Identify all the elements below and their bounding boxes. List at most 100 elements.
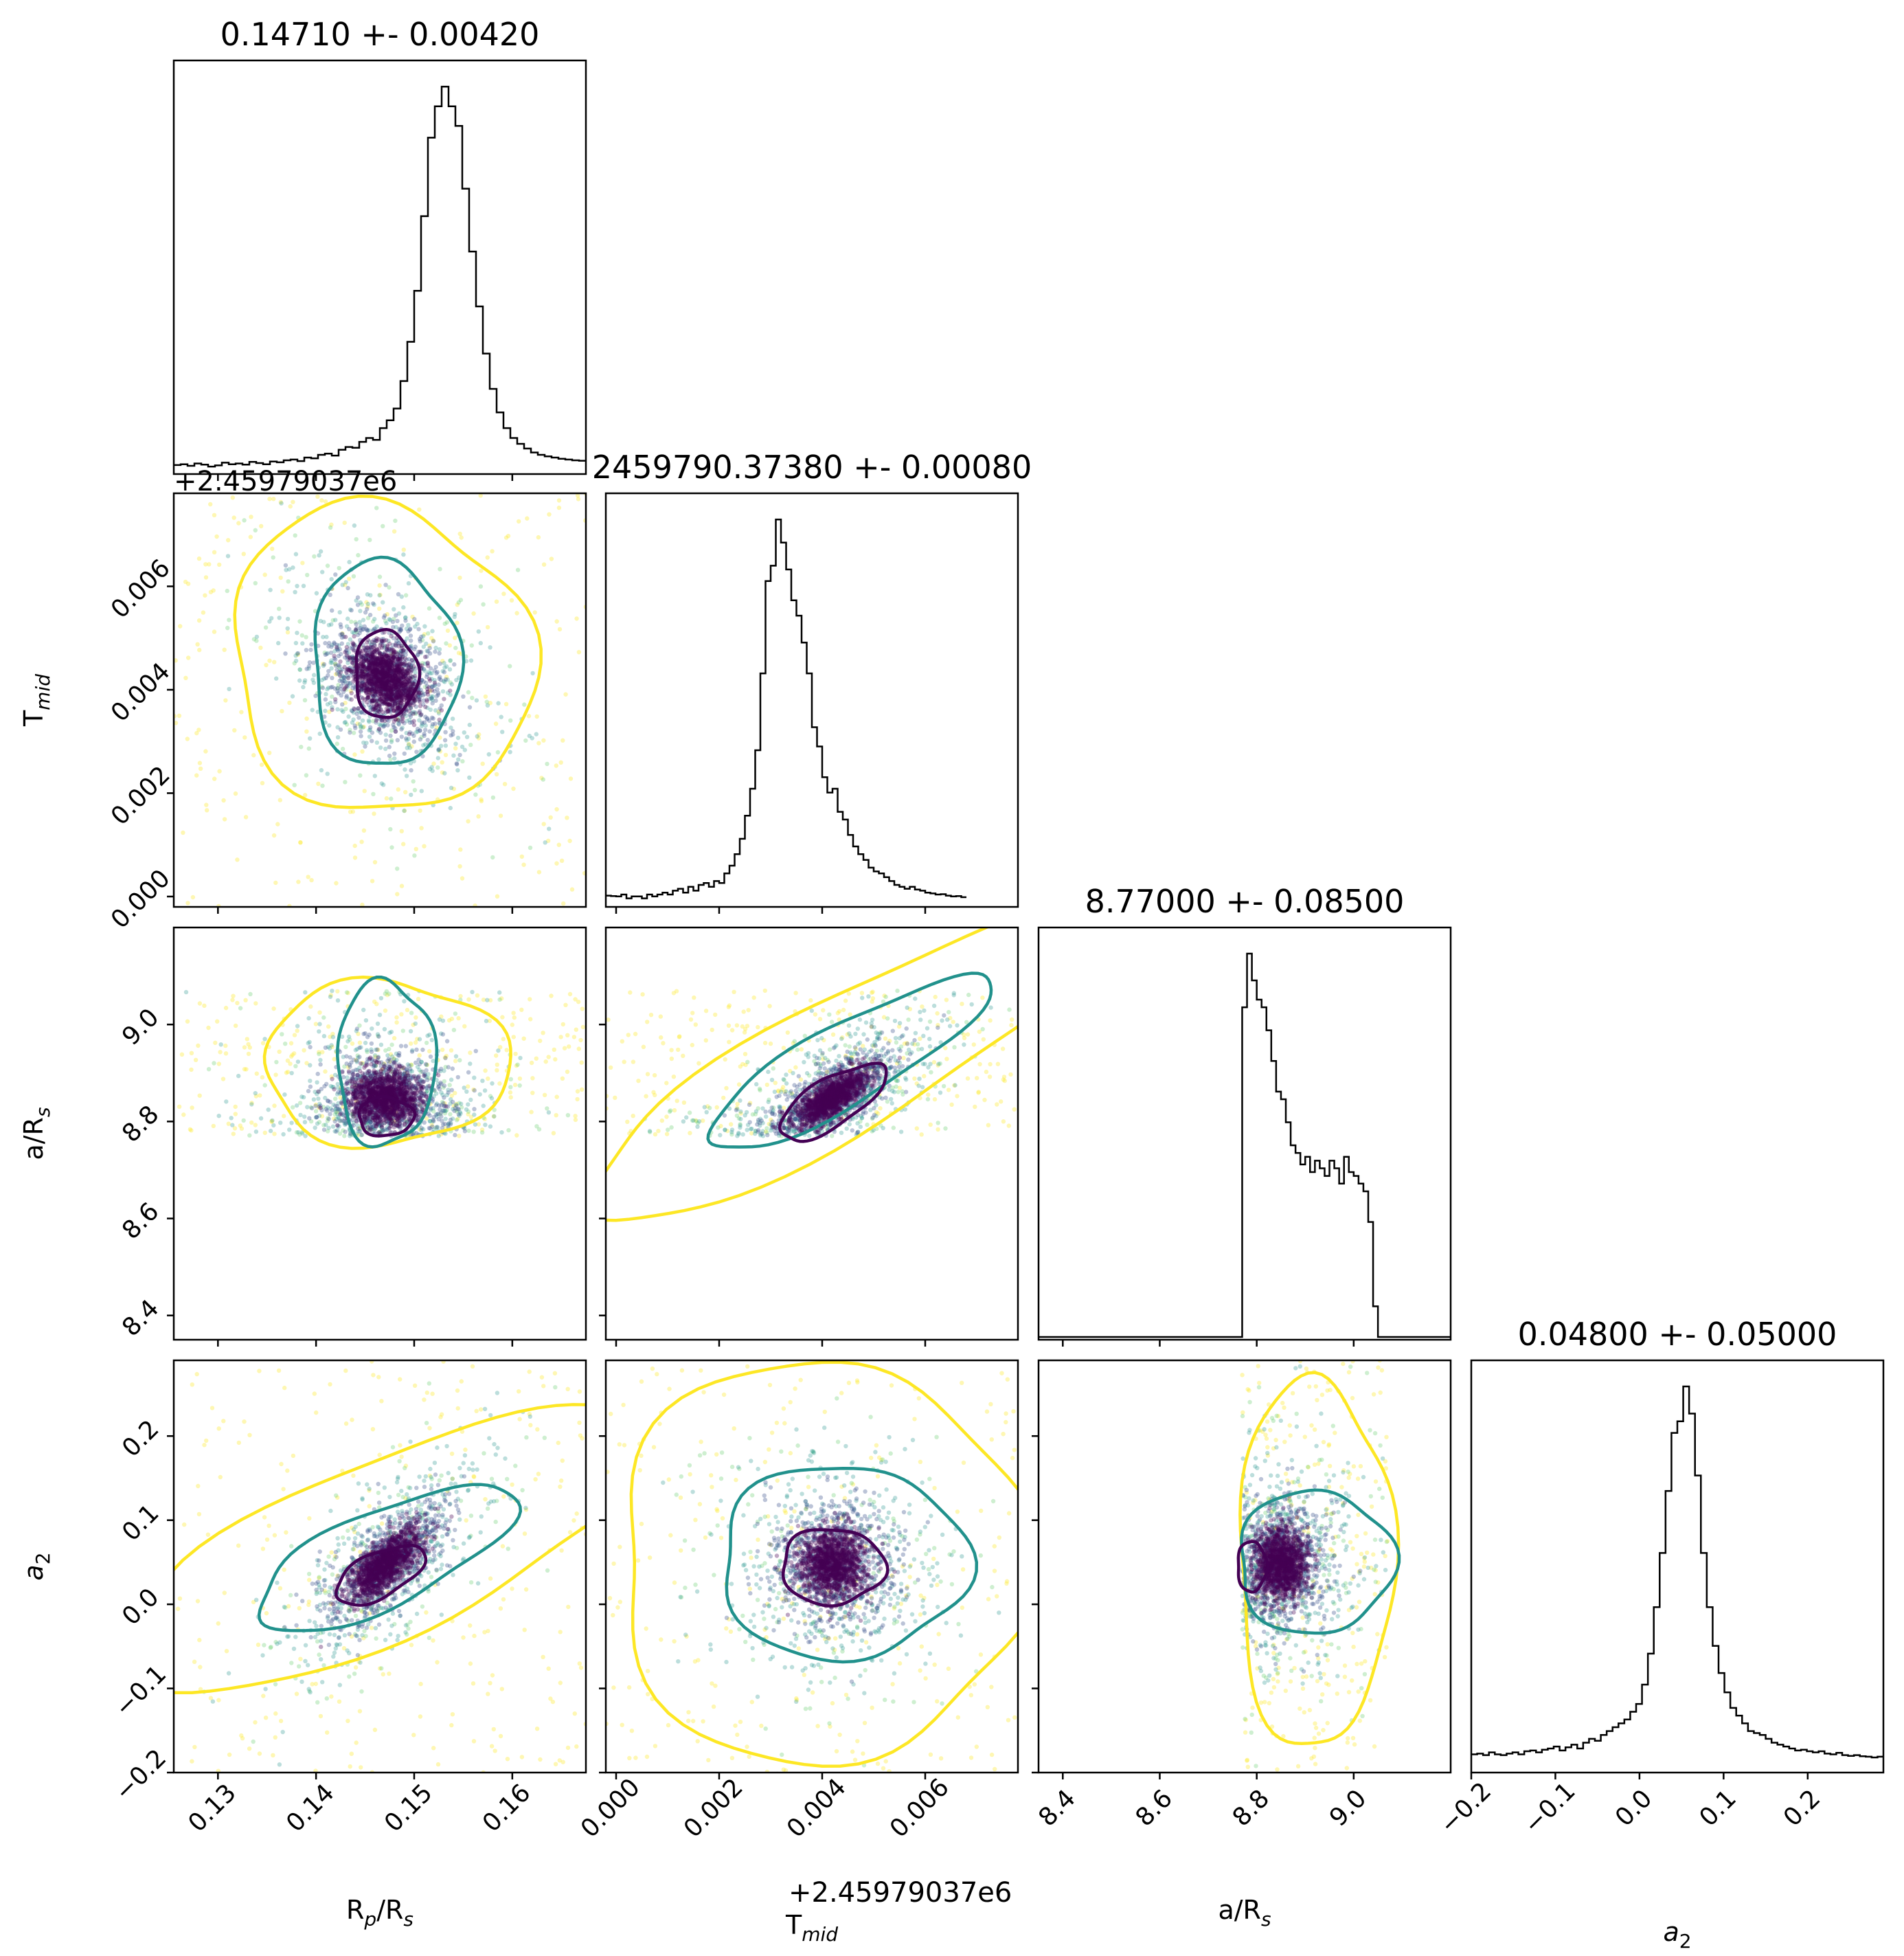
sample-point bbox=[405, 636, 409, 641]
sample-point bbox=[457, 531, 462, 537]
sample-point bbox=[455, 768, 460, 773]
sample-point bbox=[343, 700, 348, 706]
sample-point bbox=[249, 1120, 254, 1125]
sample-point bbox=[379, 684, 384, 689]
sample-point bbox=[373, 689, 378, 694]
sample-point bbox=[356, 706, 361, 711]
sample-point bbox=[222, 817, 227, 822]
sample-point bbox=[420, 638, 425, 642]
sample-point bbox=[427, 651, 433, 656]
sample-point bbox=[387, 707, 392, 712]
sample-point bbox=[268, 1128, 273, 1134]
sample-point bbox=[392, 529, 397, 534]
sample-point bbox=[462, 730, 466, 735]
sample-point bbox=[459, 1101, 464, 1106]
sample-point bbox=[440, 1032, 446, 1037]
sample-point bbox=[361, 696, 365, 701]
sample-point bbox=[372, 655, 377, 660]
sample-point bbox=[388, 671, 393, 675]
sample-point bbox=[299, 1094, 304, 1099]
sample-point bbox=[384, 673, 389, 678]
sample-point bbox=[264, 662, 269, 668]
sample-point bbox=[419, 649, 424, 654]
sample-point bbox=[374, 661, 378, 666]
sample-point bbox=[408, 1066, 413, 1072]
sample-point bbox=[189, 1050, 194, 1056]
sample-point bbox=[174, 721, 179, 726]
sample-point bbox=[352, 707, 357, 712]
sample-point bbox=[295, 631, 299, 636]
sample-point bbox=[324, 634, 329, 640]
sample-point bbox=[322, 715, 327, 719]
sample-point bbox=[573, 1117, 578, 1123]
sample-point bbox=[253, 1001, 258, 1006]
sample-point bbox=[382, 675, 387, 679]
sample-point bbox=[392, 662, 398, 667]
sample-point bbox=[384, 684, 389, 688]
sample-point bbox=[368, 655, 374, 660]
sample-point bbox=[385, 643, 390, 648]
sample-point bbox=[407, 627, 412, 632]
sample-point bbox=[337, 672, 342, 677]
sample-point bbox=[374, 636, 379, 641]
sample-point bbox=[576, 497, 581, 502]
sample-point bbox=[374, 1002, 379, 1007]
sample-point bbox=[358, 710, 363, 715]
sample-point bbox=[370, 694, 376, 699]
sample-point bbox=[408, 670, 413, 675]
sample-point bbox=[409, 680, 414, 686]
sample-point bbox=[339, 625, 343, 629]
sample-point bbox=[400, 655, 405, 660]
sample-point bbox=[364, 690, 369, 695]
sample-point bbox=[345, 655, 350, 660]
sample-point bbox=[349, 668, 354, 673]
sample-point bbox=[401, 691, 406, 696]
sample-point bbox=[383, 618, 388, 624]
sample-point bbox=[397, 670, 402, 675]
sample-point bbox=[411, 710, 416, 715]
sample-point bbox=[378, 659, 383, 664]
sample-point bbox=[386, 679, 392, 684]
sample-point bbox=[388, 693, 393, 698]
sample-point bbox=[398, 1044, 404, 1048]
sample-point bbox=[362, 658, 367, 664]
sample-point bbox=[400, 649, 405, 654]
sample-point bbox=[350, 660, 354, 665]
sample-point bbox=[439, 743, 444, 748]
sample-point bbox=[397, 689, 402, 694]
sample-point bbox=[378, 690, 383, 696]
sample-point bbox=[370, 671, 375, 676]
sample-point bbox=[326, 644, 331, 649]
sample-point bbox=[381, 676, 386, 681]
sample-point bbox=[345, 680, 350, 686]
sample-point bbox=[400, 681, 405, 686]
sample-point bbox=[389, 845, 394, 850]
sample-point bbox=[371, 666, 376, 672]
sample-point bbox=[332, 640, 337, 645]
sample-point bbox=[351, 717, 356, 722]
sample-point bbox=[386, 638, 391, 644]
sample-point bbox=[401, 688, 406, 693]
sample-point bbox=[408, 684, 413, 689]
sample-point bbox=[378, 651, 383, 656]
sample-point bbox=[315, 494, 320, 499]
sample-point bbox=[388, 688, 393, 693]
sample-point bbox=[394, 662, 399, 667]
sample-point bbox=[363, 655, 368, 660]
sample-point bbox=[420, 754, 425, 758]
sample-point bbox=[450, 717, 455, 721]
sample-point bbox=[387, 687, 392, 693]
sample-point bbox=[386, 661, 391, 666]
sample-point bbox=[403, 1044, 408, 1048]
sample-point bbox=[383, 613, 387, 618]
sample-point bbox=[408, 686, 413, 691]
sample-point bbox=[393, 684, 398, 688]
sample-point bbox=[378, 688, 383, 693]
sample-point bbox=[267, 658, 272, 663]
sample-point bbox=[372, 647, 377, 651]
sample-point bbox=[404, 736, 409, 741]
sample-point bbox=[323, 708, 328, 713]
sample-point bbox=[344, 693, 349, 699]
sample-point bbox=[479, 568, 484, 573]
sample-point bbox=[376, 656, 381, 662]
